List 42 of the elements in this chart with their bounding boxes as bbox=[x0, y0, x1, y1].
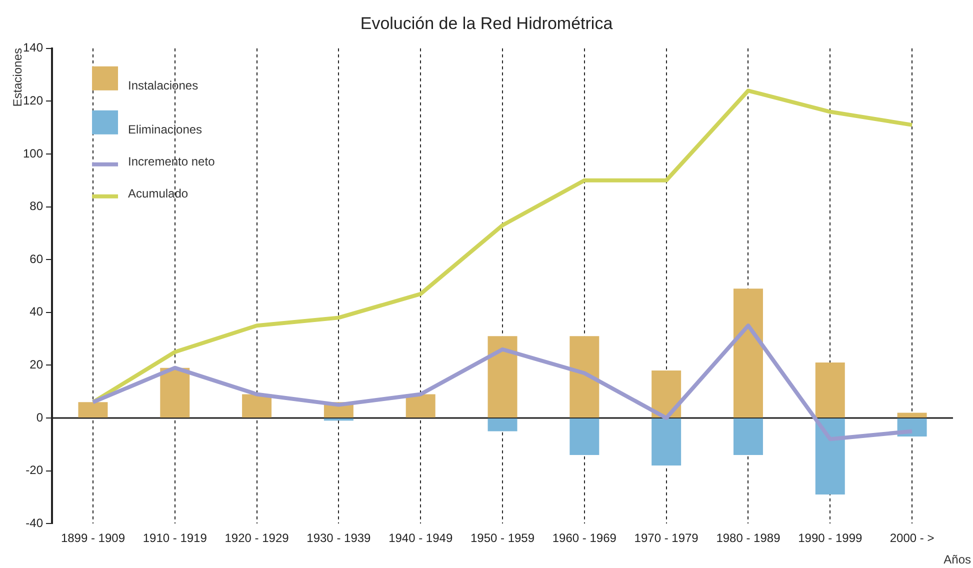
y-tick-label: 120 bbox=[22, 94, 44, 108]
y-tick-label: 40 bbox=[30, 304, 44, 319]
legend-label: Instalaciones bbox=[128, 78, 198, 93]
x-tick-label: 1970 - 1979 bbox=[634, 531, 699, 546]
bar bbox=[570, 418, 600, 455]
x-tick-label: 1950 - 1959 bbox=[470, 531, 535, 546]
bar bbox=[733, 288, 763, 418]
bar bbox=[488, 418, 518, 432]
y-tick-label: -20 bbox=[26, 463, 44, 478]
bar bbox=[406, 394, 436, 418]
bar bbox=[242, 394, 272, 418]
bar bbox=[570, 336, 600, 418]
x-tick-label: 1940 - 1949 bbox=[388, 531, 453, 546]
bar bbox=[815, 418, 845, 495]
bar bbox=[488, 336, 518, 418]
y-tick-label: -40 bbox=[26, 516, 44, 530]
x-tick-label: 1910 - 1919 bbox=[142, 531, 208, 546]
bar bbox=[815, 362, 845, 418]
legend-label: Eliminaciones bbox=[128, 122, 202, 137]
y-tick-label: 0 bbox=[36, 410, 44, 424]
x-tick-label: 1990 - 1999 bbox=[798, 531, 862, 546]
x-tick-label: 1930 - 1939 bbox=[306, 531, 372, 546]
y-tick-label: 80 bbox=[30, 199, 44, 214]
y-tick-label: 140 bbox=[22, 40, 44, 55]
x-tick-label: 1980 - 1989 bbox=[716, 531, 781, 546]
x-tick-label: 1920 - 1929 bbox=[224, 531, 290, 546]
legend-label: Incremento neto bbox=[128, 154, 216, 169]
bar bbox=[652, 418, 682, 466]
bar bbox=[897, 412, 927, 418]
y-tick-label: 20 bbox=[30, 358, 44, 372]
x-tick-label: 1960 - 1969 bbox=[552, 531, 617, 546]
bar bbox=[160, 368, 190, 418]
x-tick-label: 1899 - 1909 bbox=[60, 531, 126, 546]
legend-label: Acumulado bbox=[128, 186, 188, 201]
y-axis-title: Estaciones bbox=[10, 48, 24, 107]
bar bbox=[733, 418, 763, 455]
x-tick-label: 2000 - > bbox=[890, 531, 934, 546]
y-tick-label: 60 bbox=[30, 252, 44, 266]
y-tick-label: 100 bbox=[22, 146, 44, 160]
chart-title: Evolución de la Red Hidrométrica bbox=[360, 14, 614, 33]
bar bbox=[78, 402, 108, 418]
x-axis-title: Años bbox=[944, 552, 971, 566]
